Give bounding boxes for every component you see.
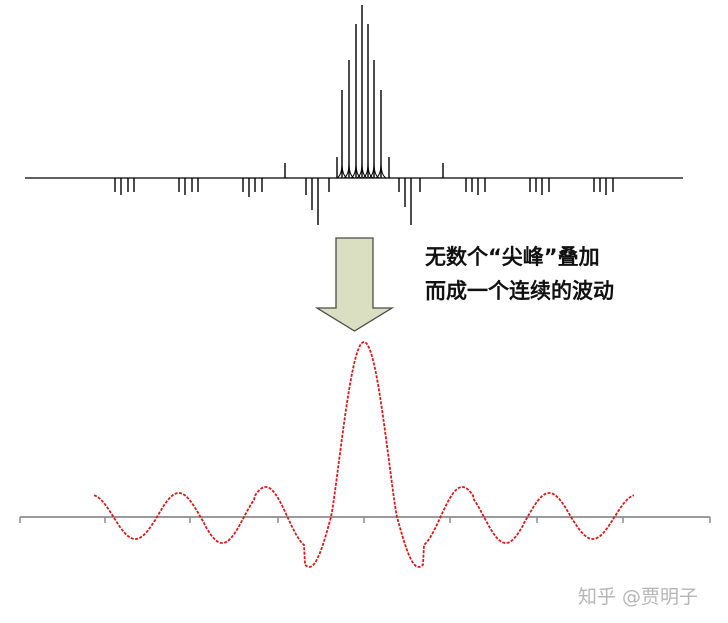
continuous-wave-plot	[19, 341, 711, 568]
spike-base-flare	[368, 162, 380, 179]
spike-base-flare	[362, 162, 374, 179]
caption-line-1: 无数个“尖峰”叠加	[425, 245, 600, 269]
spike-spectrum	[25, 5, 683, 225]
spike-base-flare	[356, 162, 368, 179]
caption-line-2: 而成一个连续的波动	[425, 279, 614, 303]
spike-base-flare	[375, 162, 387, 179]
spike-base-flare	[350, 162, 362, 179]
wave-curve	[93, 341, 635, 568]
down-arrow-icon	[314, 237, 395, 332]
caption: 无数个“尖峰”叠加 而成一个连续的波动	[425, 240, 614, 308]
spike-base-flare	[336, 162, 348, 179]
watermark: 知乎 @贾明子	[578, 586, 699, 608]
spectrum-spikes	[114, 5, 614, 225]
wave-axis-ticks	[19, 517, 711, 523]
spike-base-flare	[343, 162, 355, 179]
